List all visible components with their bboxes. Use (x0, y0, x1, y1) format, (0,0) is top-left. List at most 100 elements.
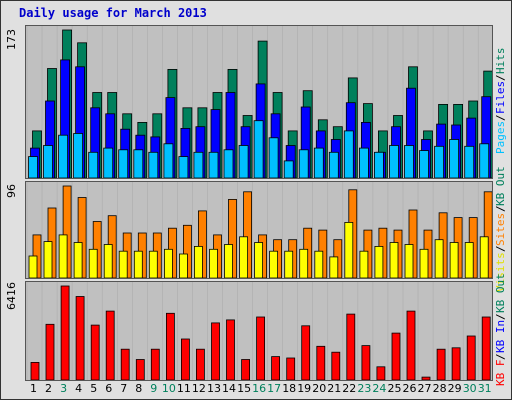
visits-bar (254, 242, 264, 278)
visits-bar (479, 236, 489, 278)
visits-bar (269, 250, 279, 278)
kbf-bar (451, 347, 461, 380)
visits-bar (148, 250, 158, 278)
legend-separator: / (494, 245, 507, 253)
pages-bar (283, 160, 294, 178)
x-tick-label: 6 (105, 382, 113, 395)
files-bar (90, 107, 101, 178)
legend-label: Sites (494, 212, 507, 246)
kbf-bar (226, 319, 235, 380)
kbf-bar (436, 348, 446, 380)
pages-bar (343, 130, 354, 178)
x-tick-label: 2 (45, 382, 52, 395)
legend-separator: / (494, 114, 507, 121)
sites-bar (77, 197, 87, 278)
sites-bar (62, 185, 72, 278)
x-tick-label: 18 (282, 382, 297, 395)
pages-bar (103, 147, 114, 178)
x-tick-label: 4 (75, 382, 83, 395)
visits-bar (359, 250, 369, 278)
kbf-bar (45, 323, 55, 380)
x-tick-label: 29 (447, 382, 462, 395)
sites-bar (182, 224, 192, 278)
visits-bar (419, 248, 429, 278)
visits-bar (178, 253, 188, 278)
visits-bar (103, 244, 113, 278)
pages-bar (73, 133, 83, 178)
legend-label: KB F (494, 359, 507, 387)
pages-bar (358, 147, 369, 178)
x-tick-label: 20 (312, 382, 327, 395)
kbf-bar (316, 345, 326, 380)
mid-y-max-label: 96 (5, 184, 18, 198)
visits-bar (329, 256, 339, 278)
files-bar (406, 87, 416, 178)
x-tick-label: 10 (161, 382, 176, 395)
kbf-bar (481, 316, 491, 380)
kbf-bar (271, 356, 281, 380)
files-bar (300, 106, 311, 178)
x-tick-label: 28 (432, 382, 447, 395)
visits-bar (299, 248, 309, 278)
legend-separator: / (494, 313, 507, 321)
x-tick-label: 25 (387, 382, 402, 395)
kbf-bar (286, 357, 296, 380)
x-tick-label: 1 (30, 382, 37, 395)
x-tick-label: 11 (176, 382, 191, 395)
kbf-bar (301, 325, 311, 380)
x-tick-label: 27 (417, 382, 432, 395)
bot-legend: KB F / KB In / KB Out (493, 274, 509, 387)
kbytes-panel (25, 281, 493, 381)
pages-bar (208, 151, 219, 178)
visits-bar (449, 242, 459, 278)
kbf-bar (406, 310, 416, 380)
pages-bar (404, 145, 414, 178)
kbf-bar (256, 316, 266, 380)
x-tick-label: 13 (207, 382, 221, 395)
chart-title: Daily usage for March 2013 (19, 6, 207, 20)
visits-bar (73, 242, 83, 278)
kbf-bar (241, 359, 251, 380)
top-legend: Pages / Files / Hits (493, 25, 509, 177)
visits-bar (404, 244, 414, 278)
visits-bar (163, 248, 173, 278)
visits-bar (209, 248, 218, 278)
kbf-bar (331, 351, 341, 380)
files-bar (45, 100, 55, 178)
visits-bar (239, 236, 249, 278)
pages-bar (434, 145, 445, 178)
kbf-bar (466, 335, 476, 380)
files-bar (105, 113, 116, 178)
pages-bar (298, 149, 309, 178)
hits-files-pages-panel (25, 25, 493, 179)
visits-bar (284, 250, 294, 278)
legend-separator: / (494, 74, 507, 82)
x-tick-label: 12 (191, 382, 206, 395)
visits-bar (43, 241, 53, 278)
pages-bar (253, 120, 264, 178)
pages-bar (238, 145, 249, 178)
kbf-bar (195, 348, 205, 380)
kbf-bar (211, 322, 220, 380)
kbf-bar (346, 313, 356, 380)
visits-bar (193, 246, 203, 278)
x-tick-label: 15 (237, 382, 252, 395)
x-tick-label: 21 (327, 382, 342, 395)
pages-bar (479, 143, 490, 178)
x-tick-label: 19 (297, 382, 312, 395)
visits-bar (344, 222, 354, 278)
legend-label: Hits (494, 48, 507, 75)
legend-label: KB Out (494, 273, 507, 314)
visits-bar (224, 244, 233, 278)
pages-bar (223, 149, 234, 178)
visits-bar (314, 250, 324, 278)
kbytes-chart (26, 282, 491, 380)
x-tick-label: 30 (462, 382, 477, 395)
visits-bar (133, 250, 143, 278)
sites-bar (483, 191, 492, 278)
x-tick-label: 14 (222, 382, 236, 395)
files-bar (225, 92, 236, 178)
legend-label: KB Out (494, 166, 507, 206)
files-bar (165, 97, 176, 178)
mid-legend: Visits / Sites / KB Out (493, 166, 509, 292)
